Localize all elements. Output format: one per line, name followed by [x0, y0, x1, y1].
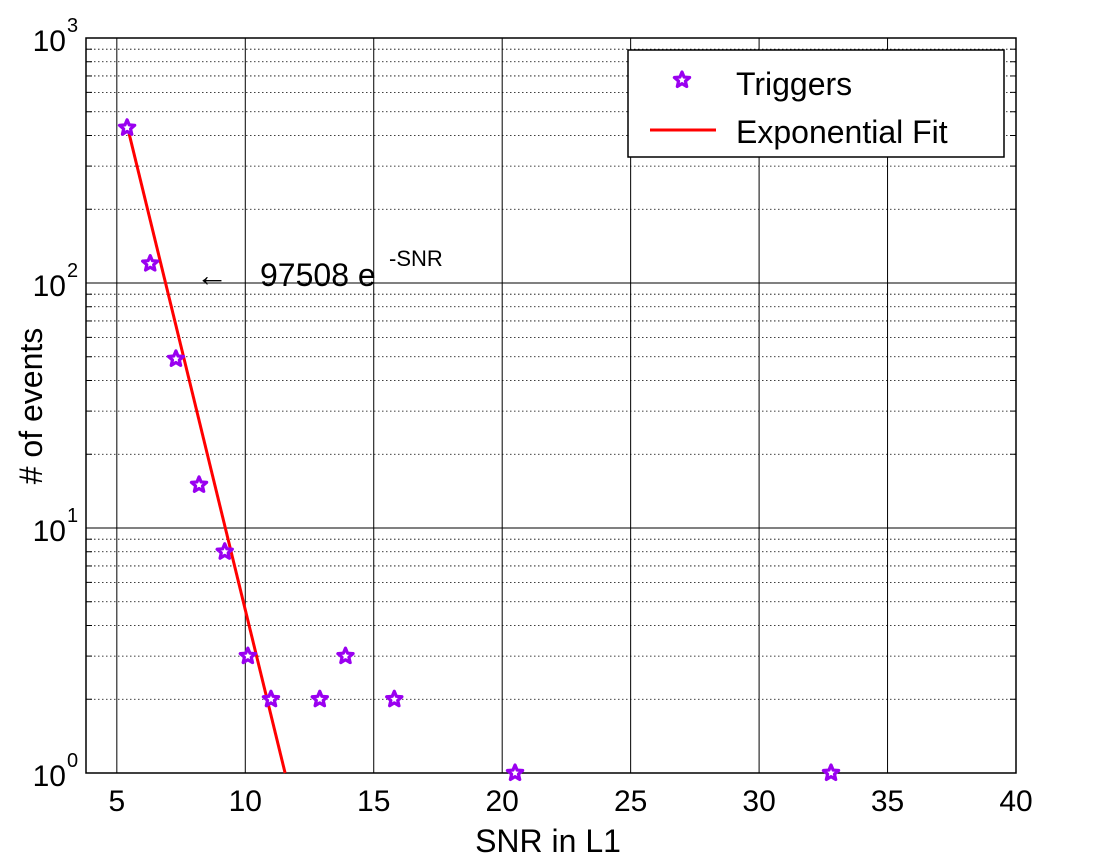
x-tick-label: 10 [229, 785, 262, 818]
annotation-superscript: -SNR [389, 246, 443, 271]
y-tick-label-exponent: 3 [67, 15, 78, 37]
legend: Triggers Exponential Fit [627, 49, 1005, 158]
axis-ticks [86, 48, 1016, 700]
fit-annotation: ← 97508 e -SNR [196, 246, 443, 293]
legend-marker-triggers [672, 70, 692, 89]
annotation-text: 97508 e [260, 257, 376, 293]
legend-star [672, 70, 692, 89]
annotation-arrow: ← [196, 257, 228, 293]
major-grid [86, 38, 1016, 773]
x-tick-label: 30 [742, 785, 775, 818]
trigger-point [385, 689, 404, 708]
trigger-point [166, 349, 186, 367]
y-tick-label-exponent: 2 [67, 260, 78, 282]
minor-grid [86, 48, 1016, 700]
x-tick-label: 5 [108, 785, 125, 818]
y-axis-label: # of events [13, 328, 49, 485]
trigger-point [215, 542, 234, 560]
trigger-point [261, 689, 281, 708]
x-tick-label: 15 [357, 785, 390, 818]
trigger-point [336, 646, 355, 665]
trigger-point [310, 689, 329, 708]
x-axis-label: SNR in L1 [475, 823, 621, 859]
y-tick-label-base: 10 [33, 760, 66, 793]
legend-label-triggers: Triggers [736, 66, 852, 102]
x-tick-label: 25 [614, 785, 647, 818]
trigger-point [141, 254, 160, 272]
y-tick-label-base: 10 [33, 270, 66, 303]
trigger-point [238, 646, 258, 665]
x-tick-labels: 5 10 15 20 25 30 35 40 [108, 785, 1032, 818]
y-tick-label-base: 10 [33, 25, 66, 58]
y-tick-label-exponent: 1 [67, 505, 78, 527]
fit-line [125, 125, 287, 774]
series-layer [117, 118, 841, 782]
trigger-point [189, 475, 209, 493]
x-tick-label: 20 [486, 785, 519, 818]
trigger-point [821, 763, 841, 782]
legend-label-fit: Exponential Fit [736, 114, 948, 150]
x-tick-label: 35 [871, 785, 904, 818]
y-tick-label-exponent: 0 [67, 750, 78, 772]
plot-frame [85, 37, 1017, 774]
x-tick-label: 40 [999, 785, 1032, 818]
trigger-point [117, 118, 137, 136]
legend-box [627, 49, 1005, 158]
y-tick-label-base: 10 [33, 515, 66, 548]
trigger-point [505, 763, 525, 782]
